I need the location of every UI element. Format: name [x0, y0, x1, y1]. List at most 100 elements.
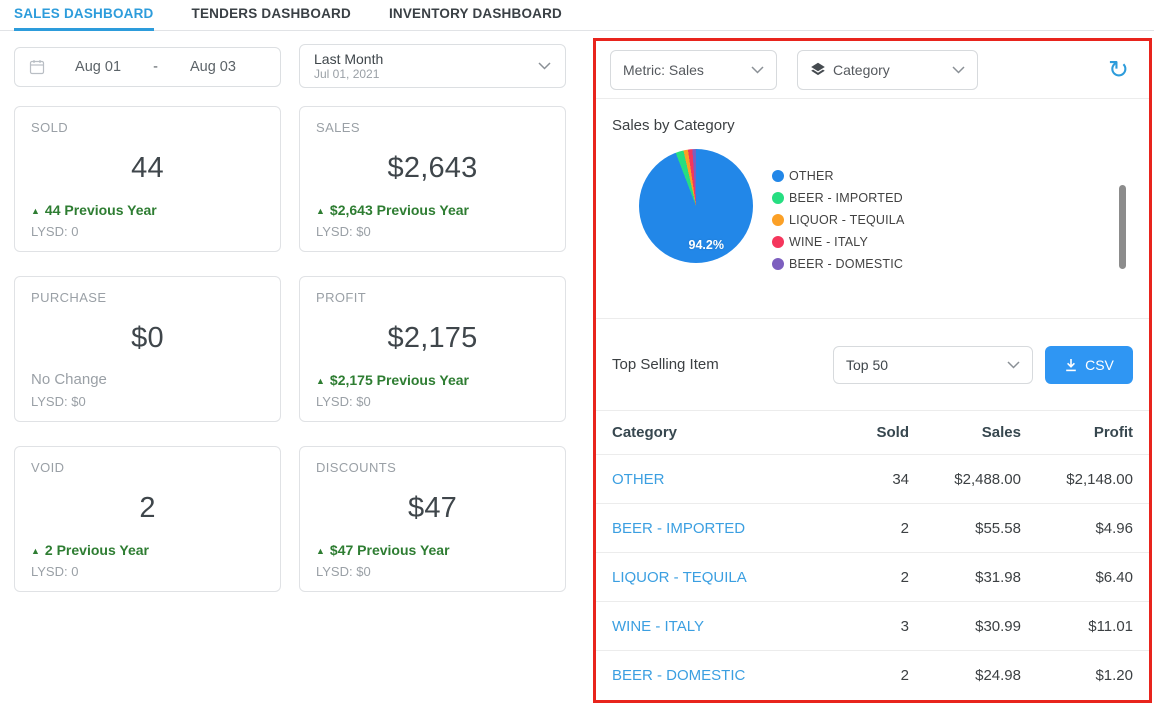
- kpi-lysd: LYSD: $0: [316, 564, 371, 579]
- kpi-label: VOID: [31, 460, 65, 475]
- category-link[interactable]: OTHER: [612, 470, 665, 488]
- kpi-change: ▲ 44 Previous Year: [31, 202, 157, 218]
- kpi-card-discounts: DISCOUNTS $47 ▲ $47 Previous Year LYSD: $0: [299, 446, 566, 592]
- csv-export-button[interactable]: CSV: [1045, 345, 1133, 384]
- profit-cell: $4.96: [1095, 519, 1133, 537]
- date-to[interactable]: Aug 03: [189, 59, 236, 75]
- top-selling-section: Top Selling Item Top 50 CSV: [596, 319, 1149, 410]
- table-row: BEER - IMPORTED 2 $55.58 $4.96: [596, 503, 1149, 552]
- legend-label: BEER - DOMESTIC: [789, 257, 904, 271]
- tab-tenders-dashboard[interactable]: TENDERS DASHBOARD: [191, 6, 351, 21]
- profit-cell: $6.40: [1095, 568, 1133, 586]
- col-header-sold[interactable]: Sold: [876, 424, 910, 441]
- sold-cell: 2: [900, 568, 909, 586]
- profit-cell: $1.20: [1095, 666, 1133, 684]
- group-by-select-value: Category: [833, 61, 890, 78]
- kpi-value: 2: [139, 492, 156, 524]
- legend-label: WINE - ITALY: [789, 235, 869, 249]
- legend-item[interactable]: WINE - ITALY: [772, 231, 905, 253]
- kpi-card-sales: SALES $2,643 ▲ $2,643 Previous Year LYSD: $0: [299, 106, 566, 252]
- tab-sales-dashboard[interactable]: SALES DASHBOARD: [14, 6, 154, 31]
- sales-cell: $31.98: [975, 568, 1021, 586]
- kpi-change: ▲ $2,175 Previous Year: [316, 372, 469, 388]
- table-row: BEER - DOMESTIC 2 $24.98 $1.20: [596, 650, 1149, 699]
- top-selling-table: Category Sold Sales Profit OTHER 34 $2,488…: [596, 410, 1149, 699]
- tab-inventory-dashboard[interactable]: INVENTORY DASHBOARD: [388, 6, 563, 21]
- legend-item[interactable]: BEER - IMPORTED: [772, 187, 905, 209]
- layers-icon: [810, 62, 826, 77]
- col-header-profit[interactable]: Profit: [1093, 424, 1133, 441]
- report-controls: Metric: Sales Category ↻: [596, 41, 1149, 99]
- sold-cell: 2: [900, 519, 909, 537]
- legend-label: LIQUOR - TEQUILA: [789, 213, 905, 227]
- profit-cell: $11.01: [1088, 617, 1133, 635]
- kpi-lysd: LYSD: $0: [31, 394, 86, 409]
- table-row: WINE - ITALY 3 $30.99 $11.01: [596, 601, 1149, 650]
- legend-color-dot: [772, 214, 784, 226]
- date-from[interactable]: Aug 01: [75, 59, 122, 75]
- refresh-icon[interactable]: ↻: [1108, 55, 1129, 84]
- kpi-lysd: LYSD: $0: [316, 394, 371, 409]
- kpi-card-profit: PROFIT $2,175 ▲ $2,175 Previous Year LYSD: $…: [299, 276, 566, 422]
- chart-title: Sales by Category: [612, 117, 735, 134]
- legend-item[interactable]: OTHER: [772, 165, 905, 187]
- up-triangle-icon: ▲: [31, 206, 40, 216]
- kpi-lysd: LYSD: 0: [31, 224, 79, 239]
- category-link[interactable]: BEER - DOMESTIC: [612, 666, 746, 684]
- calendar-icon: [29, 59, 45, 75]
- metric-select-value: Metric: Sales: [623, 61, 704, 78]
- legend-item[interactable]: LIQUOR - TEQUILA: [772, 209, 905, 231]
- chevron-down-icon: [1007, 360, 1020, 369]
- dashboard-tabs: SALES DASHBOARD TENDERS DASHBOARD INVENTOR…: [0, 0, 1154, 31]
- up-triangle-icon: ▲: [316, 206, 325, 216]
- table-row: OTHER 34 $2,488.00 $2,148.00: [596, 454, 1149, 503]
- table-row: LIQUOR - TEQUILA 2 $31.98 $6.40: [596, 552, 1149, 601]
- kpi-change: ▲ 2 Previous Year: [31, 542, 149, 558]
- up-triangle-icon: ▲: [316, 546, 325, 556]
- kpi-label: DISCOUNTS: [316, 460, 397, 475]
- kpi-lysd: LYSD: $0: [316, 224, 371, 239]
- kpi-label: SALES: [316, 120, 360, 135]
- kpi-change: ▲ $47 Previous Year: [316, 542, 450, 558]
- kpi-lysd: LYSD: 0: [31, 564, 79, 579]
- top-selling-title: Top Selling Item: [612, 356, 719, 373]
- legend-item[interactable]: BEER - DOMESTIC: [772, 253, 905, 275]
- left-column: Aug 01 - Aug 03 Last Month Jul 01, 2021 …: [14, 44, 566, 592]
- kpi-value: 44: [131, 152, 164, 184]
- sold-cell: 34: [892, 470, 909, 488]
- kpi-grid: SOLD 44 ▲ 44 Previous Year LYSD: 0 SALES $2,64…: [14, 106, 566, 592]
- period-select[interactable]: Last Month Jul 01, 2021: [299, 44, 566, 88]
- up-triangle-icon: ▲: [31, 546, 40, 556]
- category-link[interactable]: LIQUOR - TEQUILA: [612, 568, 747, 586]
- top-count-select-value: Top 50: [846, 356, 889, 373]
- chart-section: Sales by Category 94.2% OTHER BEER - IMPO…: [596, 99, 1149, 319]
- kpi-label: SOLD: [31, 120, 69, 135]
- metric-select[interactable]: Metric: Sales: [610, 49, 777, 90]
- kpi-label: PURCHASE: [31, 290, 107, 305]
- sold-cell: 2: [900, 666, 909, 684]
- sales-cell: $24.98: [975, 666, 1021, 684]
- top-count-select[interactable]: Top 50: [833, 345, 1033, 384]
- legend-color-dot: [772, 258, 784, 270]
- chevron-down-icon: [538, 62, 551, 70]
- download-icon: [1064, 358, 1078, 372]
- scrollbar-thumb[interactable]: [1119, 185, 1126, 269]
- report-panel-highlighted: Metric: Sales Category ↻ Sales by Catego…: [593, 38, 1152, 703]
- col-header-sales[interactable]: Sales: [981, 424, 1021, 441]
- legend-label: BEER - IMPORTED: [789, 191, 903, 205]
- table-body: OTHER 34 $2,488.00 $2,148.00 BEER - IMPORTED…: [596, 454, 1149, 699]
- date-range-picker[interactable]: Aug 01 - Aug 03: [14, 47, 281, 87]
- chevron-down-icon: [751, 65, 764, 74]
- chart-legend: OTHER BEER - IMPORTED LIQUOR - TEQUILA WINE…: [772, 165, 905, 275]
- group-by-select[interactable]: Category: [797, 49, 978, 90]
- table-header-row: Category Sold Sales Profit: [596, 410, 1149, 454]
- kpi-value: $0: [131, 321, 164, 354]
- pie-chart[interactable]: 94.2%: [639, 149, 753, 263]
- col-header-category[interactable]: Category: [612, 424, 678, 441]
- kpi-value: $47: [408, 492, 457, 524]
- category-link[interactable]: WINE - ITALY: [612, 617, 704, 635]
- kpi-change: No Change: [31, 371, 107, 388]
- category-link[interactable]: BEER - IMPORTED: [612, 519, 746, 537]
- period-select-value: Last Month: [314, 50, 384, 67]
- kpi-card-sold: SOLD 44 ▲ 44 Previous Year LYSD: 0: [14, 106, 281, 252]
